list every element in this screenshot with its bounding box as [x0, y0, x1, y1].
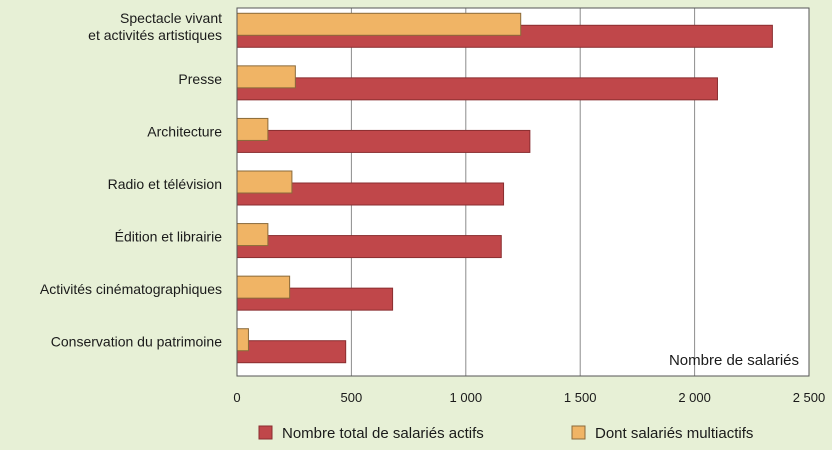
x-tick-label: 0	[233, 390, 240, 405]
bar-multiactive-salaries	[236, 328, 249, 352]
legend-label: Nombre total de salariés actifs	[282, 425, 484, 442]
category-label: Radio et télévision	[108, 176, 222, 192]
x-tick-label: 500	[341, 390, 363, 405]
legend-label: Dont salariés multiactifs	[595, 425, 753, 442]
bar-total-salaries	[236, 77, 718, 101]
bar-total-salaries	[236, 340, 347, 364]
x-tick-label: 1 000	[450, 390, 483, 405]
bar-total-salaries	[236, 235, 502, 259]
category-label: Spectacle vivant et activités artistiques	[88, 10, 222, 43]
plot-border	[236, 7, 810, 377]
category-label: Conservation du patrimoine	[51, 334, 222, 350]
bar-total-salaries	[236, 129, 531, 153]
category-label: Édition et librairie	[115, 229, 223, 245]
category-label: Architecture	[147, 123, 222, 139]
bar-multiactive-salaries	[236, 275, 291, 299]
legend-swatch	[258, 425, 273, 440]
legend-swatch	[571, 425, 586, 440]
bar-multiactive-salaries	[236, 223, 269, 247]
bar-multiactive-salaries	[236, 170, 293, 194]
x-tick-label: 2 500	[793, 390, 826, 405]
x-axis-title: Nombre de salariés	[669, 352, 799, 369]
category-label: Presse	[178, 71, 222, 87]
x-tick-label: 1 500	[564, 390, 597, 405]
bar-multiactive-salaries	[236, 65, 296, 89]
category-label: Activités cinématographiques	[40, 281, 222, 297]
bar-multiactive-salaries	[236, 117, 269, 141]
x-tick-label: 2 000	[678, 390, 711, 405]
bar-multiactive-salaries	[236, 12, 522, 36]
